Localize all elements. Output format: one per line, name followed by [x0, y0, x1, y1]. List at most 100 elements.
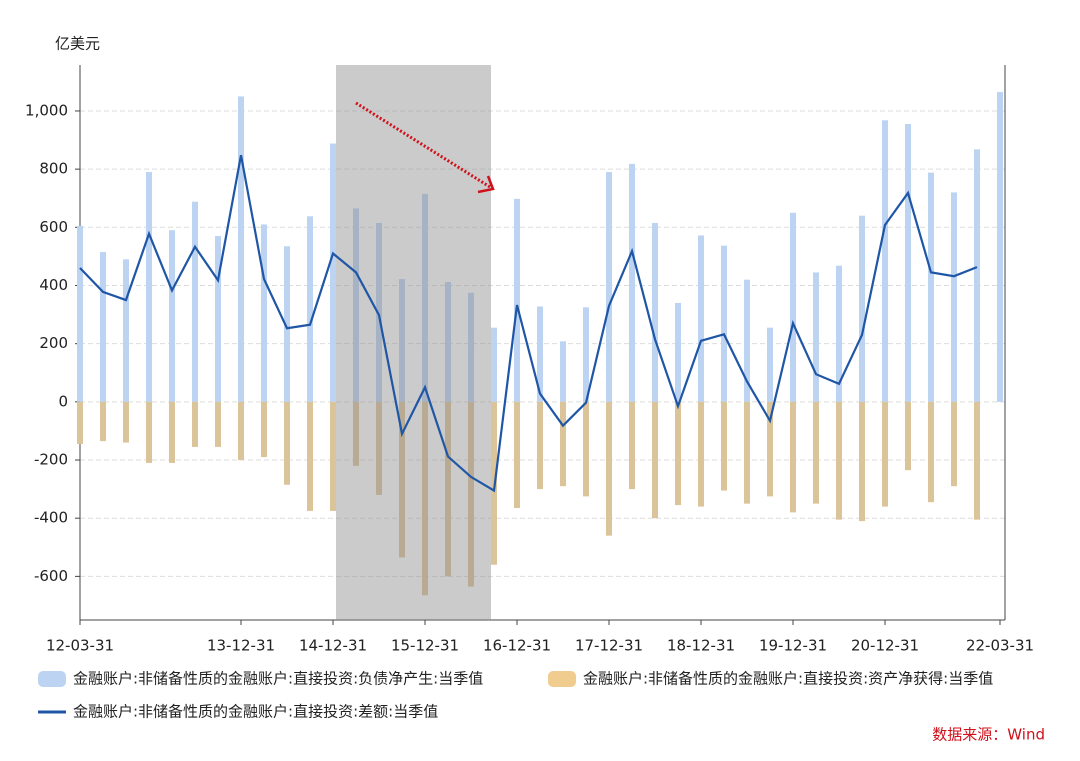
bar: [192, 201, 198, 402]
bar: [629, 163, 635, 402]
bar: [583, 401, 589, 497]
bar: [767, 401, 773, 497]
bar: [560, 401, 566, 487]
legend-swatch: [548, 671, 576, 687]
bar: [836, 265, 842, 402]
bar: [537, 306, 543, 402]
bar: [123, 401, 129, 443]
bar: [606, 172, 612, 402]
trend-arrow-head: [477, 175, 495, 194]
bar: [698, 235, 704, 402]
bar: [215, 236, 221, 402]
x-tick-label: 15-12-31: [391, 637, 459, 655]
bar: [77, 401, 83, 445]
bar: [353, 401, 359, 466]
bar: [836, 401, 842, 520]
legend-label: 金融账户:非储备性质的金融账户:直接投资:负债净产生:当季值: [73, 670, 483, 688]
bar: [100, 252, 106, 402]
bar: [399, 401, 405, 558]
bar: [905, 124, 911, 402]
bar: [491, 327, 497, 402]
bar: [882, 120, 888, 402]
x-tick-label: 12-03-31: [46, 637, 114, 655]
bar: [721, 245, 727, 402]
bar: [744, 401, 750, 504]
legend-label: 金融账户:非储备性质的金融账户:直接投资:差额:当季值: [73, 703, 438, 721]
bar: [307, 401, 313, 511]
bar: [284, 401, 290, 485]
bar: [813, 272, 819, 402]
bar: [468, 292, 474, 402]
y-tick-label: 800: [39, 160, 68, 178]
legend-swatch: [38, 671, 66, 687]
bar: [583, 307, 589, 402]
bar: [721, 401, 727, 491]
bar: [652, 222, 658, 402]
bar: [744, 279, 750, 402]
bar: [238, 96, 244, 402]
bar: [813, 401, 819, 504]
bar: [974, 149, 980, 402]
y-tick-label: 1,000: [25, 101, 68, 119]
y-tick-label: 200: [39, 334, 68, 352]
bar: [974, 401, 980, 520]
bar: [790, 212, 796, 402]
x-tick-label: 13-12-31: [207, 637, 275, 655]
bar: [169, 401, 175, 463]
legend-label: 金融账户:非储备性质的金融账户:直接投资:资产净获得:当季值: [583, 670, 993, 688]
bar: [238, 401, 244, 461]
bar: [859, 401, 865, 522]
bar: [422, 401, 428, 596]
bar: [675, 401, 681, 506]
bar: [905, 401, 911, 471]
bar: [192, 401, 198, 447]
bar: [353, 208, 359, 402]
bar: [100, 401, 106, 442]
bar: [146, 401, 152, 463]
bar: [951, 401, 957, 487]
y-tick-label: -400: [34, 509, 68, 527]
y-tick-label: 0: [58, 392, 68, 410]
bar: [560, 341, 566, 402]
x-tick-label: 17-12-31: [575, 637, 643, 655]
bar: [307, 216, 313, 402]
bar: [859, 215, 865, 402]
bar: [606, 401, 612, 536]
bar: [146, 172, 152, 402]
bar: [629, 401, 635, 490]
bar: [652, 401, 658, 519]
bar: [537, 401, 543, 490]
bar: [514, 401, 520, 509]
bar: [422, 193, 428, 402]
unit-label: 亿美元: [55, 35, 100, 53]
x-tick-label: 18-12-31: [667, 637, 735, 655]
y-tick-label: -600: [34, 567, 68, 585]
x-tick-label: 19-12-31: [759, 637, 827, 655]
y-tick-label: 600: [39, 218, 68, 236]
x-tick-label: 20-12-31: [851, 637, 919, 655]
bar: [261, 401, 267, 458]
bar: [445, 401, 451, 577]
bar: [330, 143, 336, 402]
bar: [376, 222, 382, 402]
bar: [675, 302, 681, 402]
bar: [468, 401, 474, 587]
bar: [376, 401, 382, 495]
source: 数据来源：Wind: [932, 726, 1045, 744]
bar: [767, 327, 773, 402]
bar: [284, 246, 290, 402]
y-tick-label: -200: [34, 451, 68, 469]
line: [79, 154, 978, 493]
y-tick-label: 400: [39, 276, 68, 294]
bar: [951, 192, 957, 402]
bar: [215, 401, 221, 447]
highlight-region: [336, 65, 491, 620]
bar: [399, 279, 405, 402]
bar: [123, 259, 129, 402]
bar: [445, 281, 451, 402]
bar: [330, 401, 336, 511]
x-tick-label: 22-03-31: [966, 637, 1034, 655]
bar: [169, 230, 175, 402]
bar: [928, 172, 934, 402]
